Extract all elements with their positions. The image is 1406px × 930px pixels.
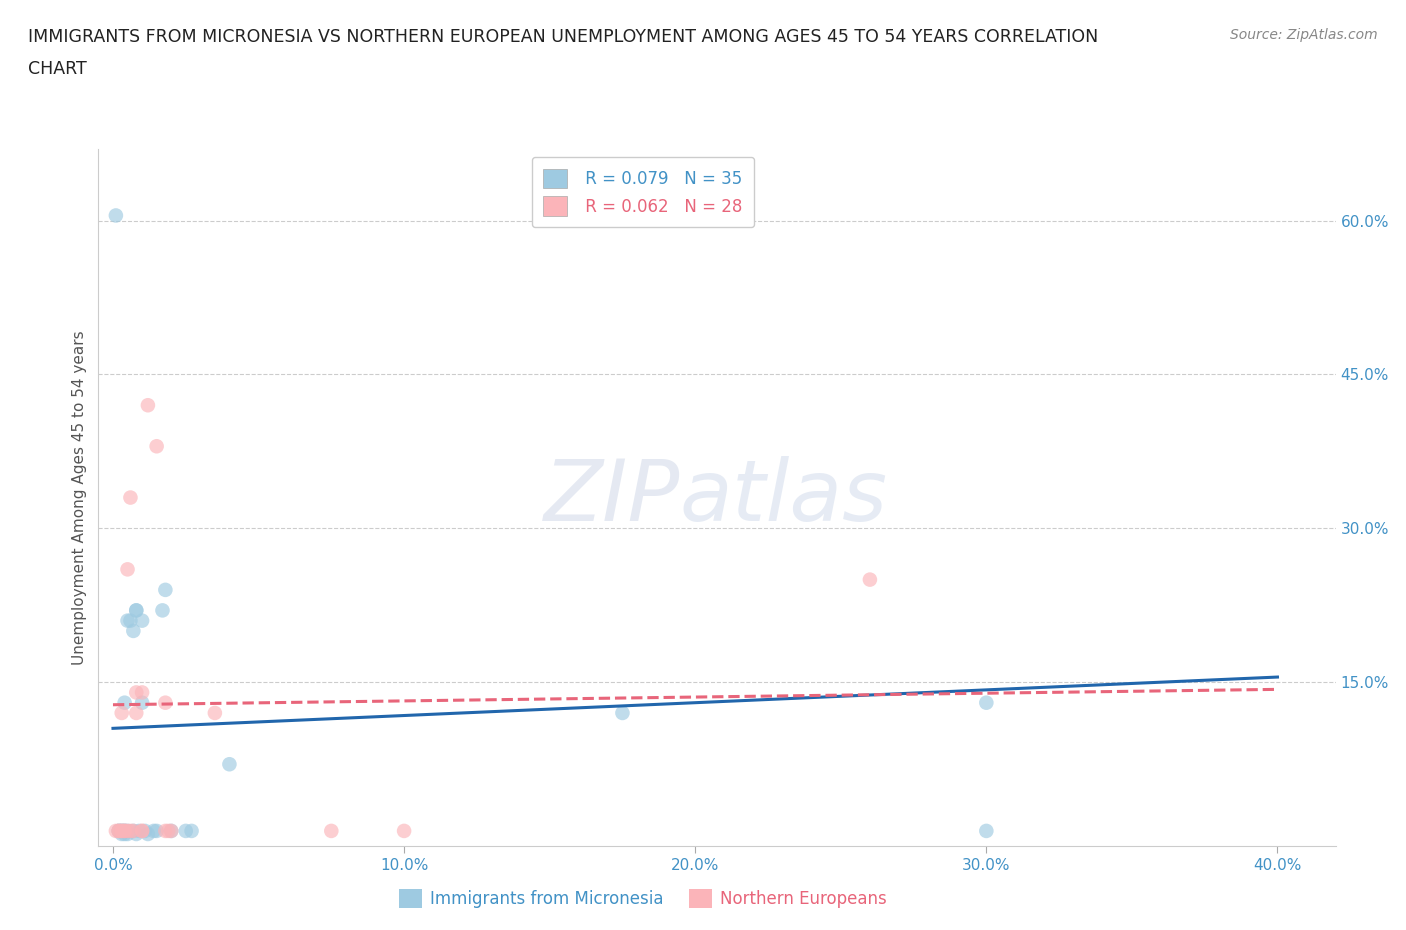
Point <box>859 572 882 587</box>
Point <box>107 823 129 838</box>
Point <box>157 823 180 838</box>
Point <box>111 823 134 838</box>
Point <box>131 823 153 838</box>
Point <box>104 823 127 838</box>
Text: Source: ZipAtlas.com: Source: ZipAtlas.com <box>1230 28 1378 42</box>
Point <box>218 757 240 772</box>
Text: ZIP: ZIP <box>544 456 681 539</box>
Point <box>120 613 142 628</box>
Point <box>145 439 167 454</box>
Point <box>160 823 183 838</box>
Point <box>114 823 136 838</box>
Point <box>104 208 127 223</box>
Point <box>125 603 148 618</box>
Point <box>131 685 153 700</box>
Point <box>122 823 145 838</box>
Point <box>117 562 139 577</box>
Point <box>111 823 134 838</box>
Y-axis label: Unemployment Among Ages 45 to 54 years: Unemployment Among Ages 45 to 54 years <box>72 330 87 665</box>
Text: CHART: CHART <box>28 60 87 78</box>
Point <box>131 696 153 711</box>
Point <box>125 706 148 721</box>
Point <box>117 827 139 842</box>
Point <box>976 823 998 838</box>
Point <box>117 823 139 838</box>
Point <box>142 823 165 838</box>
Point <box>134 823 156 838</box>
Point <box>160 823 183 838</box>
Point <box>131 613 153 628</box>
Point <box>120 490 142 505</box>
Text: atlas: atlas <box>681 456 889 539</box>
Point <box>392 823 415 838</box>
Point <box>125 685 148 700</box>
Point <box>125 603 148 618</box>
Point <box>114 823 136 838</box>
Point <box>204 706 226 721</box>
Point <box>120 823 142 838</box>
Point <box>122 623 145 638</box>
Point <box>117 613 139 628</box>
Point <box>111 823 134 838</box>
Point <box>111 706 134 721</box>
Point <box>155 823 177 838</box>
Point <box>180 823 202 838</box>
Point <box>114 823 136 838</box>
Legend: Immigrants from Micronesia, Northern Europeans: Immigrants from Micronesia, Northern Eur… <box>392 883 894 915</box>
Point <box>136 398 159 413</box>
Point <box>125 827 148 842</box>
Point <box>107 823 129 838</box>
Point <box>155 696 177 711</box>
Point <box>174 823 197 838</box>
Point <box>117 823 139 838</box>
Point <box>107 823 129 838</box>
Text: IMMIGRANTS FROM MICRONESIA VS NORTHERN EUROPEAN UNEMPLOYMENT AMONG AGES 45 TO 54: IMMIGRANTS FROM MICRONESIA VS NORTHERN E… <box>28 28 1098 46</box>
Point <box>612 706 634 721</box>
Point <box>128 823 150 838</box>
Point <box>122 823 145 838</box>
Point <box>152 603 174 618</box>
Point <box>114 827 136 842</box>
Point <box>136 827 159 842</box>
Point <box>111 827 134 842</box>
Point <box>111 823 134 838</box>
Point <box>114 823 136 838</box>
Point <box>131 823 153 838</box>
Point <box>976 696 998 711</box>
Point <box>145 823 167 838</box>
Point <box>107 823 129 838</box>
Point <box>114 696 136 711</box>
Point <box>321 823 343 838</box>
Point <box>155 582 177 597</box>
